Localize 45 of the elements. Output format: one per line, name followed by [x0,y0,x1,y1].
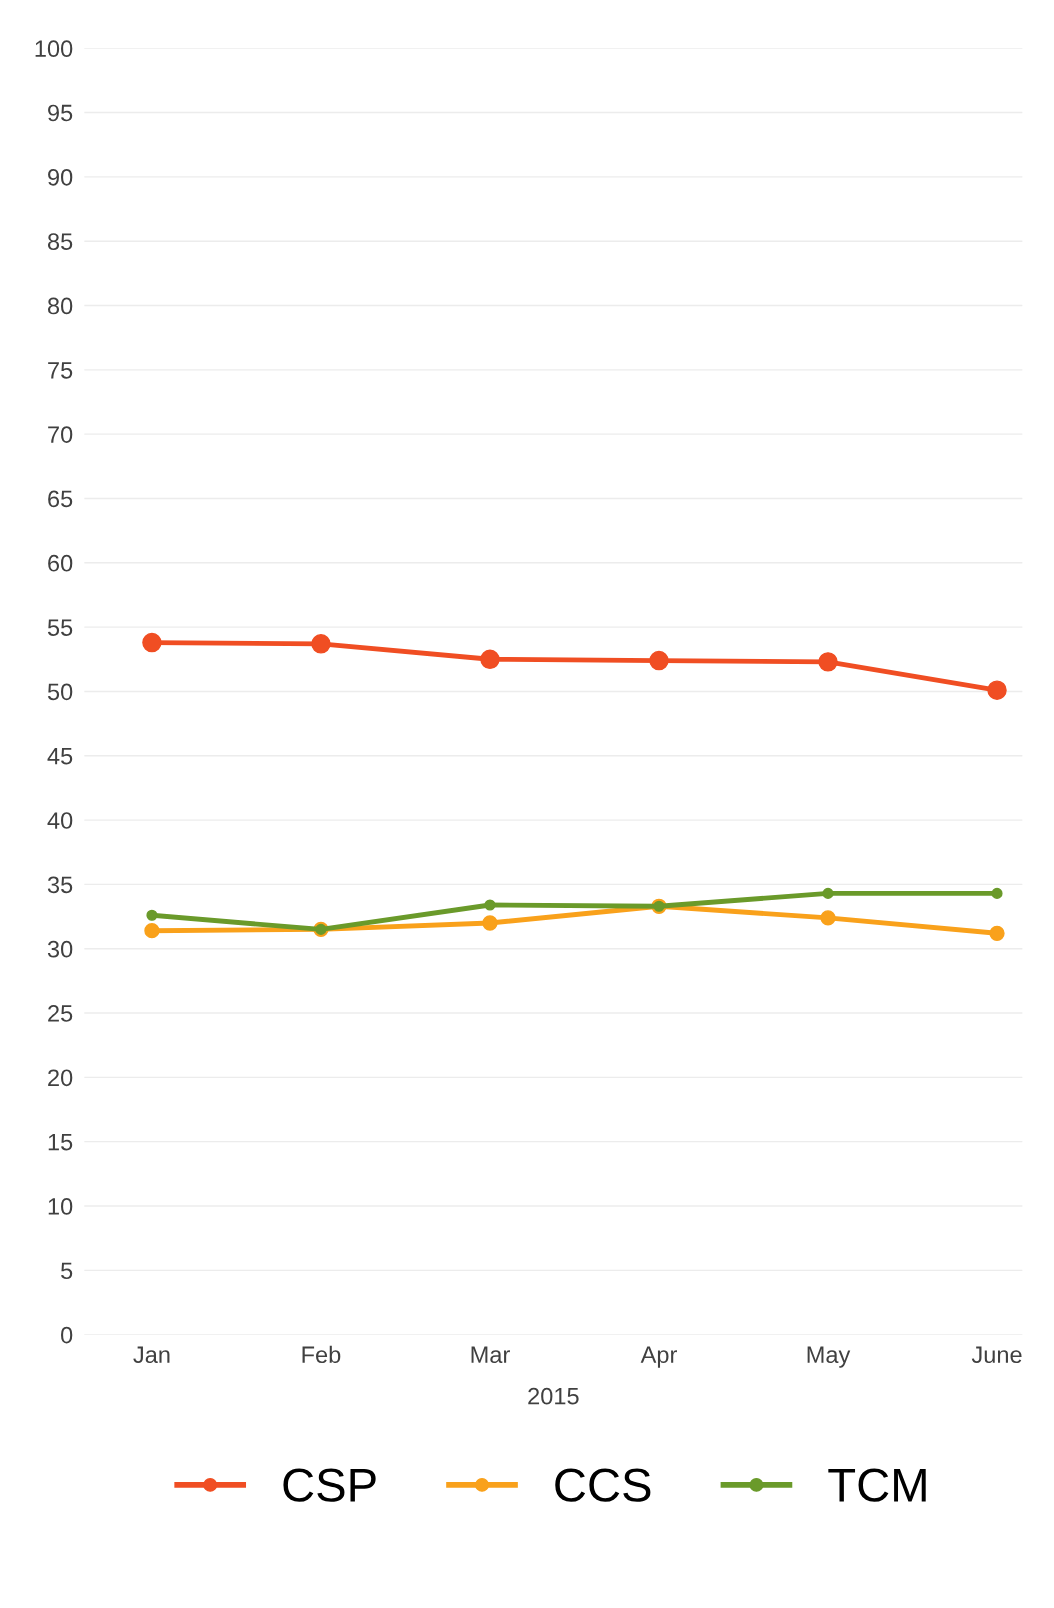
legend-label: CSP [283,1468,376,1502]
y-tick-label: 25 [48,1005,73,1022]
y-tick-label: 50 [47,683,73,701]
legend-label: TCM [828,1468,926,1502]
y-tick-label: 30 [47,940,73,958]
y-tick-label: 35 [47,876,73,894]
y-tick-label: 75 [48,362,73,379]
x-axis-title: 2015 [528,1387,579,1405]
y-tick-label: 5 [61,1262,73,1280]
x-tick-label: Jan [133,1346,170,1364]
legend-label: CCS [555,1468,651,1502]
point [822,887,834,899]
y-tick-label: 20 [48,1069,73,1087]
point [989,925,1005,941]
y-tick-label: 80 [47,297,73,315]
point [311,634,331,654]
point [649,650,669,671]
point [820,910,836,926]
y-tick-label: 45 [47,748,73,765]
point [987,680,1007,700]
y-tick-label: 70 [48,426,73,443]
y-tick-label: 90 [48,168,73,186]
point [484,899,496,911]
y-tick-label: 40 [47,812,73,829]
x-tick-label: Mar [471,1346,510,1364]
x-tick-label: June [971,1346,1022,1364]
y-tick-label: 85 [47,233,73,250]
y-tick-label: 15 [48,1133,73,1151]
y-tick-label: 95 [48,104,73,122]
x-tick-label: Apr [640,1346,677,1368]
point [480,649,500,670]
y-tick-label: 65 [48,490,73,508]
point [991,887,1003,899]
x-tick-label: May [807,1346,851,1368]
y-tick-label: 60 [48,554,73,572]
point [818,652,838,672]
y-tick-label: 100 [35,40,73,58]
point [142,632,162,653]
y-tick-label: 55 [47,619,73,636]
point [146,909,158,921]
y-tick-label: 0 [61,1326,73,1344]
point [144,923,160,939]
x-tick-label: Feb [302,1345,341,1364]
y-tick-label: 10 [48,1198,73,1215]
point [482,915,498,931]
